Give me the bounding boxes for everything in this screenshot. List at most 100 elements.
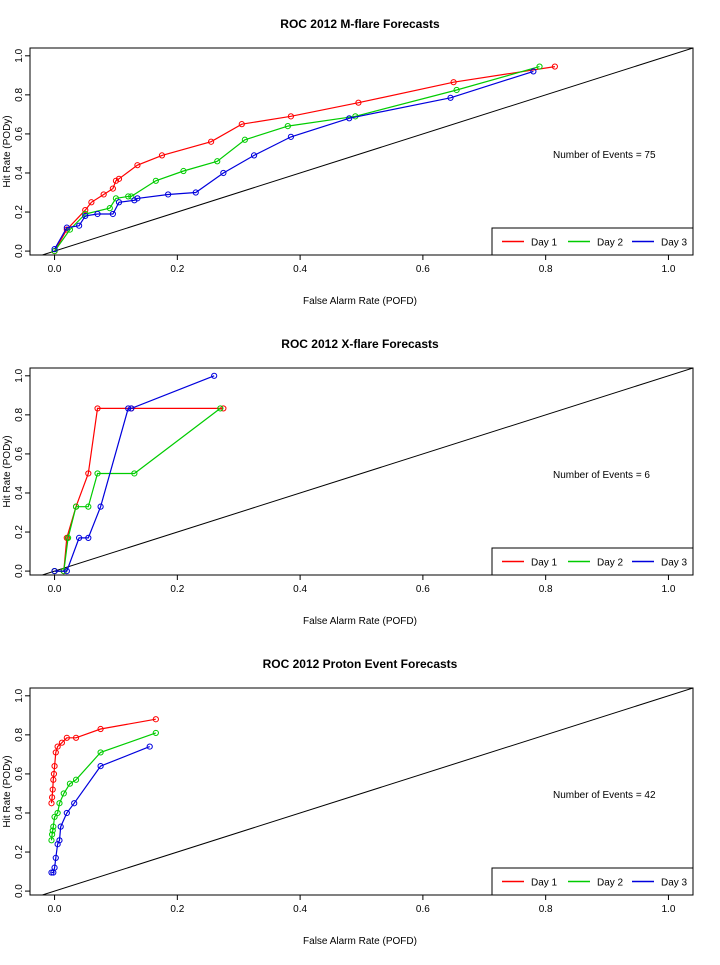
data-point — [94, 405, 101, 412]
data-point — [125, 193, 132, 200]
y-tick-label: 1.0 — [14, 688, 25, 702]
data-point — [152, 716, 159, 723]
data-point — [287, 133, 295, 140]
x-tick-label: 0.8 — [539, 264, 553, 275]
y-tick-label: 0.6 — [14, 127, 25, 141]
data-point — [152, 729, 159, 737]
legend-box — [491, 867, 694, 896]
y-tick-label: 0.0 — [14, 884, 25, 898]
x-tick-label: 0.2 — [170, 264, 184, 275]
data-point — [97, 763, 104, 770]
y-tick-label: 0.2 — [14, 205, 25, 219]
x-tick-label: 0.4 — [293, 904, 307, 915]
data-point — [450, 79, 457, 86]
data-point — [49, 827, 56, 834]
y-tick-label: 0.0 — [14, 564, 25, 578]
data-point — [551, 63, 558, 70]
data-point — [50, 770, 58, 778]
data-point — [63, 809, 70, 817]
data-point — [355, 99, 362, 106]
data-point — [48, 800, 55, 807]
series-line-day-2 — [54, 66, 540, 252]
chart-panel-3: ROC 2012 Proton Event Forecasts 0.0 0.2 0.4… — [2, 657, 694, 947]
data-point — [109, 185, 116, 192]
data-point — [76, 222, 83, 229]
y-tick-label: 0.8 — [14, 87, 25, 101]
data-point — [128, 405, 135, 412]
data-point — [49, 786, 56, 793]
legend: Day 1 Day 2 Day 3 — [491, 867, 694, 896]
legend: Day 1 Day 2 Day 3 — [491, 547, 694, 576]
data-point — [52, 854, 59, 861]
plot-frame — [29, 367, 694, 576]
data-point — [146, 743, 153, 750]
data-point — [54, 743, 61, 750]
data-point — [56, 800, 63, 807]
x-tick-label: 0.6 — [416, 584, 430, 595]
data-point — [447, 94, 454, 101]
data-point — [63, 734, 70, 741]
x-tick-label: 0.0 — [48, 904, 62, 915]
data-point — [165, 191, 172, 198]
y-tick-label: 0.4 — [14, 806, 25, 820]
x-tick-label: 0.8 — [539, 904, 553, 915]
x-tick-label: 0.4 — [293, 264, 307, 275]
x-tick-label: 0.0 — [48, 584, 62, 595]
legend-label: Day 2 — [597, 878, 624, 889]
data-point — [60, 790, 67, 797]
x-tick-label: 0.4 — [293, 584, 307, 595]
legend-box — [491, 227, 694, 256]
data-point — [48, 869, 55, 876]
data-point — [49, 794, 56, 801]
data-point — [97, 503, 104, 510]
y-tick-label: 0.2 — [14, 525, 25, 539]
data-point — [220, 405, 227, 412]
y-tick-label: 0.0 — [14, 244, 25, 258]
data-point — [51, 813, 58, 820]
events-annotation: Number of Events = 6 — [553, 470, 650, 481]
data-point — [63, 224, 70, 231]
plot-frame — [29, 687, 694, 896]
diagonal-reference-line — [40, 688, 693, 895]
series-line-day-3 — [51, 746, 150, 874]
series-line-day-2 — [54, 407, 221, 572]
data-point — [109, 210, 116, 218]
diagonal-reference-line — [40, 368, 693, 575]
data-point — [49, 831, 56, 838]
data-point — [63, 567, 70, 575]
data-point — [85, 470, 92, 477]
events-annotation: Number of Events = 75 — [553, 150, 656, 161]
data-point — [82, 206, 89, 214]
data-point — [158, 152, 166, 159]
y-tick-label: 0.4 — [14, 166, 25, 180]
chart-title: ROC 2012 M-flare Forecasts — [280, 17, 440, 31]
data-point — [211, 372, 218, 379]
data-point — [94, 210, 101, 218]
data-point — [115, 175, 123, 182]
x-tick-label: 0.6 — [416, 904, 430, 915]
data-point — [82, 212, 89, 220]
legend-label: Day 1 — [531, 878, 558, 889]
series-line-day-1 — [50, 718, 156, 804]
y-tick-label: 1.0 — [14, 48, 25, 62]
chart-panel-1: ROC 2012 M-flare Forecasts 0.0 0.2 0.4 0.6 0.… — [2, 17, 694, 307]
data-point — [536, 63, 543, 70]
data-point — [71, 800, 78, 807]
data-point — [72, 503, 80, 510]
legend-label: Day 2 — [597, 558, 624, 569]
data-point — [152, 177, 159, 184]
chart-title: ROC 2012 Proton Event Forecasts — [263, 657, 458, 671]
data-point — [66, 780, 74, 787]
y-tick-label: 0.2 — [14, 845, 25, 859]
data-point — [125, 405, 132, 412]
legend-box — [491, 547, 694, 576]
data-point — [54, 809, 61, 817]
data-point — [192, 189, 199, 196]
series-line-day-2 — [50, 732, 156, 841]
data-point — [76, 534, 83, 541]
y-axis-label: Hit Rate (PODy) — [2, 435, 13, 507]
data-point — [100, 191, 107, 198]
data-point — [72, 776, 80, 783]
